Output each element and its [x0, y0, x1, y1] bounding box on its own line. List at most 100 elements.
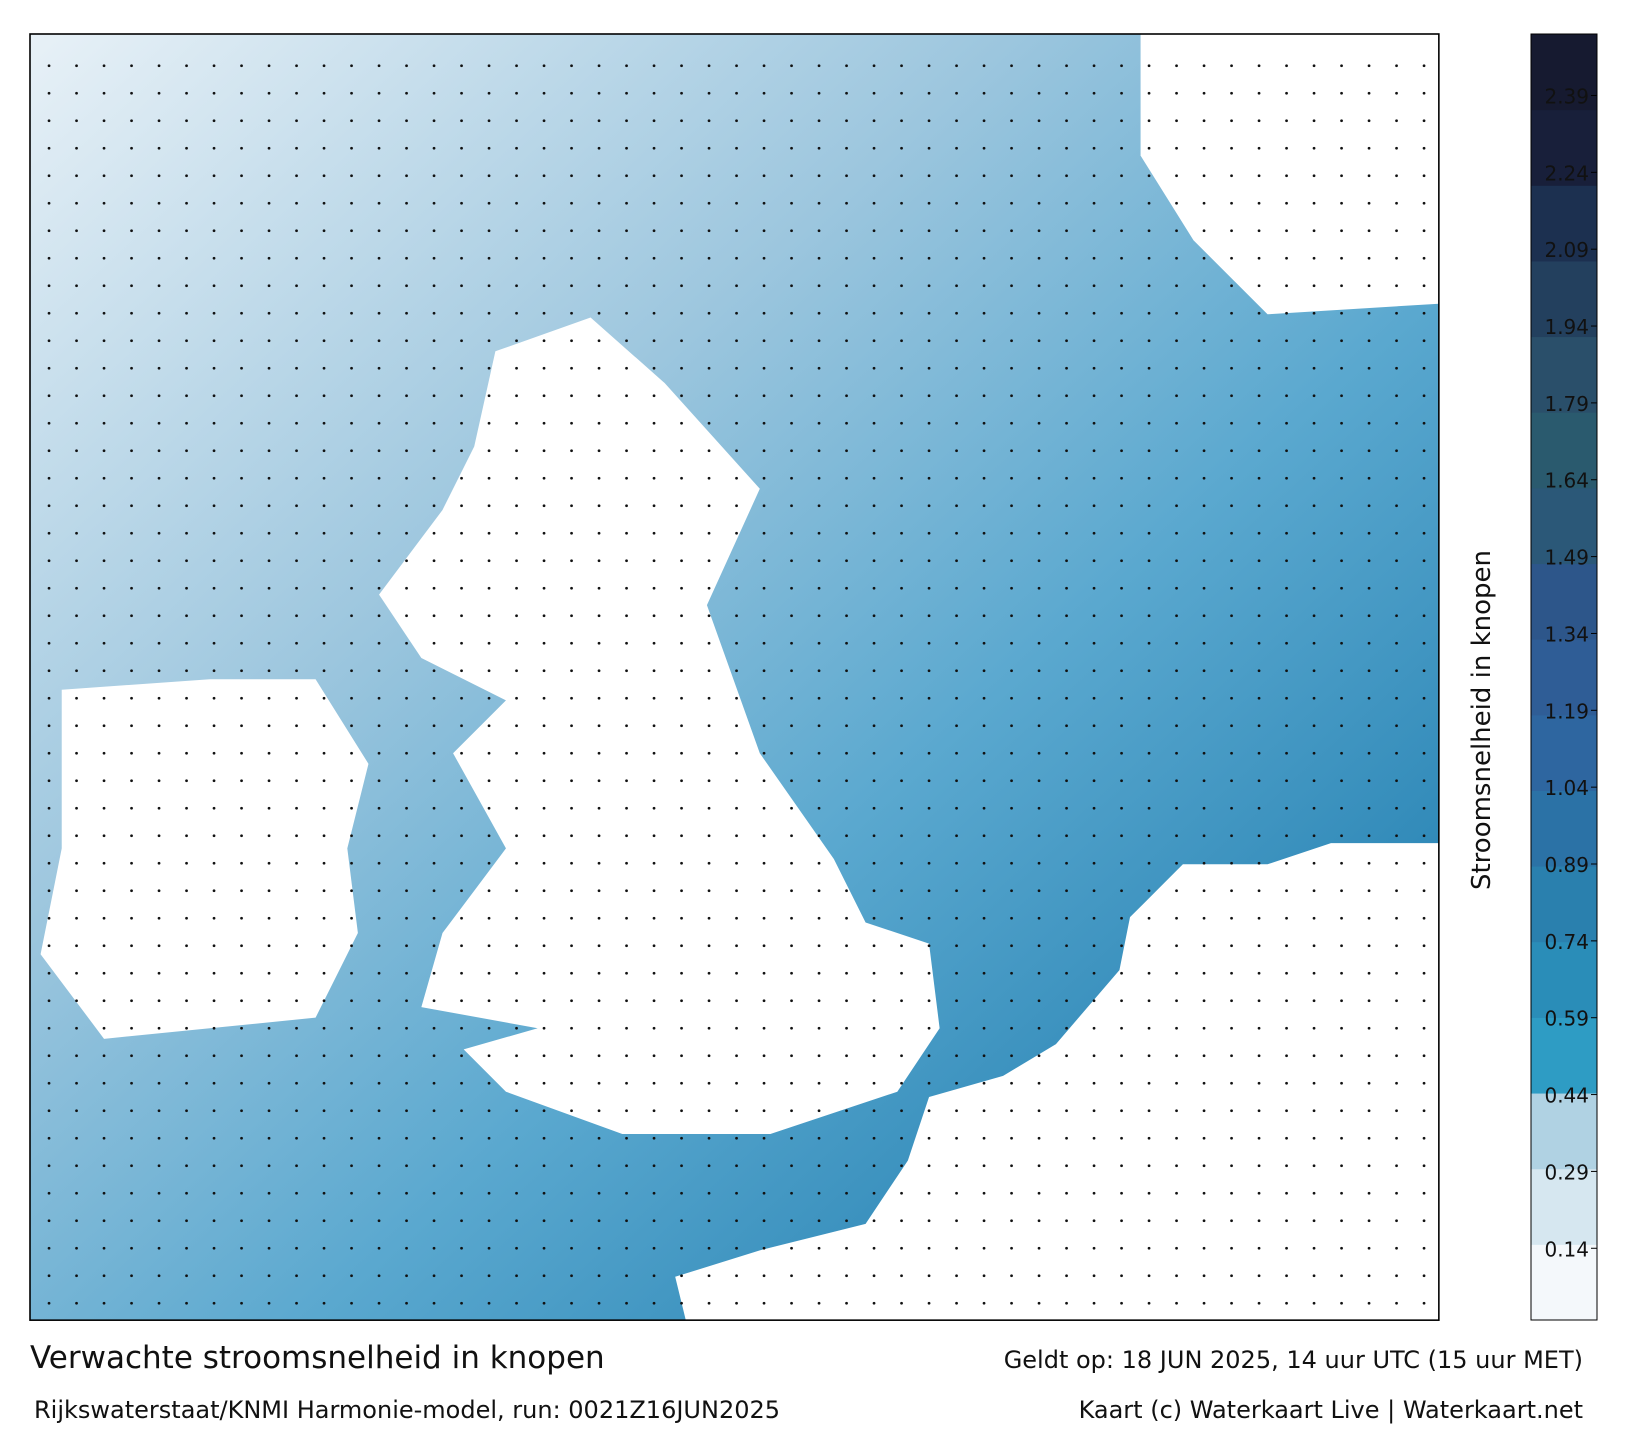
grid-dot — [350, 999, 353, 1003]
grid-dot — [322, 696, 326, 700]
grid-dot — [625, 1136, 628, 1140]
grid-dot — [515, 146, 518, 150]
grid-dot — [1037, 146, 1041, 150]
grid-dot — [295, 1054, 298, 1058]
grid-dot — [955, 366, 958, 370]
grid-dot — [515, 201, 518, 205]
grid-dot — [1175, 916, 1178, 920]
grid-dot — [460, 669, 463, 673]
grid-dot — [1010, 394, 1013, 398]
grid-dot — [735, 1054, 738, 1058]
grid-dot — [240, 201, 243, 205]
grid-dot — [1312, 1246, 1316, 1250]
grid-dot — [1285, 861, 1288, 865]
grid-dot — [1175, 971, 1178, 975]
grid-dot — [762, 146, 766, 150]
grid-dot — [432, 806, 436, 810]
grid-dot — [130, 806, 133, 810]
grid-dot — [927, 174, 931, 178]
grid-dot — [570, 724, 573, 728]
grid-dot — [680, 64, 683, 68]
grid-dot — [1340, 64, 1343, 68]
grid-dot — [1285, 1246, 1288, 1250]
grid-dot — [1422, 339, 1426, 343]
grid-dot — [900, 476, 903, 480]
grid-dot — [350, 614, 353, 618]
grid-dot — [240, 1191, 243, 1195]
grid-dot — [1285, 1081, 1288, 1085]
grid-dot — [955, 1054, 958, 1058]
grid-dot — [102, 256, 106, 260]
grid-dot — [185, 1246, 188, 1250]
grid-dot — [460, 614, 463, 618]
grid-dot — [872, 284, 876, 288]
grid-dot — [1065, 119, 1068, 123]
grid-dot — [872, 696, 876, 700]
grid-dot — [1422, 586, 1426, 590]
grid-dot — [817, 889, 821, 893]
grid-dot — [487, 944, 491, 948]
grid-dot — [295, 1274, 298, 1278]
grid-dot — [185, 1219, 188, 1223]
grid-dot — [872, 1026, 876, 1030]
grid-dot — [927, 366, 931, 370]
grid-dot — [350, 256, 353, 260]
grid-dot — [377, 944, 381, 948]
grid-dot — [1367, 889, 1371, 893]
grid-dot — [185, 669, 188, 673]
grid-dot — [405, 641, 408, 645]
grid-dot — [955, 146, 958, 150]
grid-dot — [927, 1219, 931, 1223]
grid-dot — [927, 999, 931, 1003]
grid-dot — [762, 889, 766, 893]
grid-dot — [460, 834, 463, 838]
grid-dot — [1340, 944, 1343, 948]
grid-dot — [240, 229, 243, 233]
grid-dot — [75, 421, 78, 425]
grid-dot — [1175, 806, 1178, 810]
grid-dot — [267, 64, 271, 68]
grid-dot — [460, 1191, 463, 1195]
grid-dot — [515, 1246, 518, 1250]
grid-dot — [735, 641, 738, 645]
grid-dot — [1065, 751, 1068, 755]
grid-dot — [1285, 119, 1288, 123]
grid-dot — [1422, 311, 1426, 315]
grid-dot — [1120, 1109, 1123, 1113]
grid-dot — [845, 834, 848, 838]
grid-dot — [432, 669, 436, 673]
grid-dot — [1340, 1219, 1343, 1223]
grid-dot — [1422, 1246, 1426, 1250]
grid-dot — [295, 476, 298, 480]
grid-dot — [1092, 834, 1096, 838]
grid-dot — [1092, 806, 1096, 810]
grid-dot — [790, 1109, 793, 1113]
grid-dot — [817, 1136, 821, 1140]
grid-dot — [322, 229, 326, 233]
grid-dot — [680, 861, 683, 865]
grid-dot — [515, 284, 518, 288]
grid-dot — [240, 1054, 243, 1058]
grid-dot — [625, 476, 628, 480]
grid-dot — [130, 559, 133, 563]
grid-dot — [1037, 1136, 1041, 1140]
grid-dot — [212, 696, 216, 700]
grid-dot — [487, 1246, 491, 1250]
grid-dot — [1065, 1136, 1068, 1140]
grid-dot — [1175, 724, 1178, 728]
grid-dot — [377, 916, 381, 920]
grid-dot — [1312, 1274, 1316, 1278]
grid-dot — [1230, 1164, 1233, 1168]
grid-dot — [1037, 531, 1041, 535]
grid-dot — [955, 916, 958, 920]
grid-dot — [377, 284, 381, 288]
grid-dot — [185, 64, 188, 68]
grid-dot — [735, 724, 738, 728]
grid-dot — [185, 174, 188, 178]
grid-dot — [350, 1026, 353, 1030]
grid-dot — [1175, 696, 1178, 700]
grid-dot — [955, 311, 958, 315]
grid-dot — [982, 201, 986, 205]
grid-dot — [1312, 394, 1316, 398]
grid-dot — [1395, 944, 1398, 948]
